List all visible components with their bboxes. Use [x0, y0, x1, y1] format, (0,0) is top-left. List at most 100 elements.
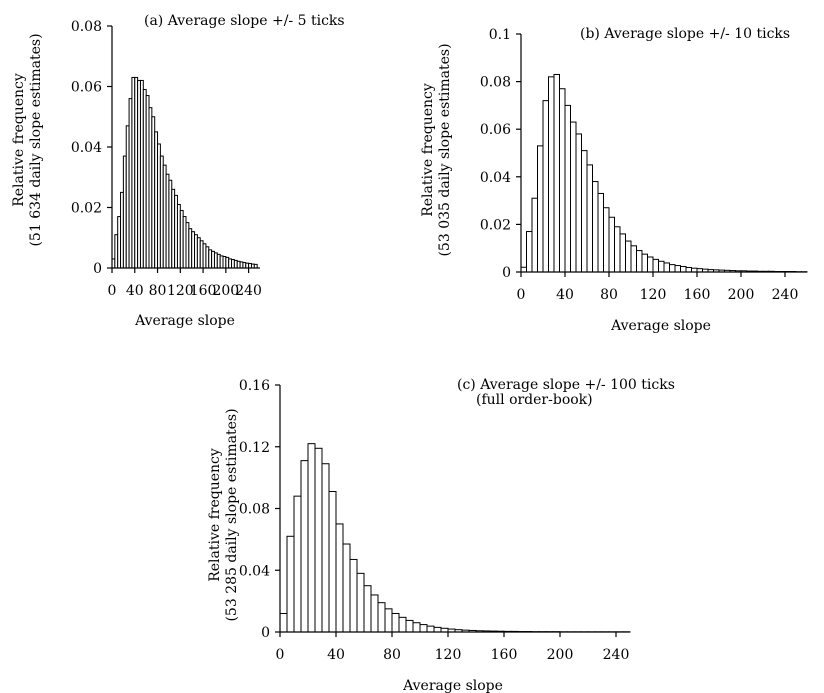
- y-tick-label: 0.04: [480, 170, 511, 186]
- ylabel-b-line1: Relative frequency: [420, 83, 436, 217]
- histogram-bar: [641, 253, 648, 273]
- histogram-bar: [685, 266, 692, 273]
- histogram-bar: [603, 207, 610, 273]
- histogram-bar: [363, 585, 372, 633]
- ylabel-b-line2: (53 035 daily slope estimates): [437, 43, 453, 256]
- histogram-bar: [391, 612, 400, 633]
- axes-b: 0 0.02 0.04 0.06 0.08 0.1 0 40 80 120 160 200 240: [480, 27, 807, 303]
- y-tick-label: 0.06: [480, 122, 511, 138]
- title-c-line1: (c) Average slope +/- 100 ticks: [457, 377, 675, 393]
- histogram-bar: [433, 626, 442, 633]
- bars-a: [111, 76, 258, 269]
- histogram-bar: [559, 88, 566, 273]
- bars-b: [520, 73, 808, 273]
- y-tick-label: 0: [93, 261, 102, 277]
- y-tick-label: 0.08: [480, 75, 511, 91]
- x-tick-label: 200: [728, 287, 755, 303]
- x-tick-label: 240: [772, 287, 799, 303]
- histogram-bar: [614, 226, 621, 273]
- y-tick-label: 0.08: [239, 502, 270, 518]
- y-tick-label: 0.02: [480, 217, 511, 233]
- x-tick-label: 120: [435, 647, 462, 663]
- histogram-bar: [581, 150, 588, 273]
- x-tick-label: 240: [235, 283, 262, 299]
- ylabel-c-line2: (53 285 daily slope estimates): [224, 408, 240, 621]
- axes-c: 0 0.04 0.08 0.12 0.16 0 40 80 120 160 200 240: [239, 378, 630, 663]
- y-tick-label: 0: [261, 625, 270, 641]
- x-tick-label: 40: [126, 283, 144, 299]
- x-tick-label: 120: [167, 283, 194, 299]
- histogram-bar: [419, 624, 428, 633]
- histogram-bar: [307, 443, 316, 633]
- histogram-bar: [384, 608, 393, 633]
- x-tick-label: 240: [603, 647, 630, 663]
- x-tick-label: 40: [327, 647, 345, 663]
- title-b: (b) Average slope +/- 10 ticks: [580, 26, 790, 42]
- xlabel-c: Average slope: [402, 678, 503, 693]
- x-tick-label: 200: [547, 647, 574, 663]
- histogram-bar: [356, 572, 365, 633]
- x-tick-label: 40: [556, 287, 574, 303]
- histogram-bar: [405, 619, 414, 633]
- histogram-bar: [335, 523, 344, 633]
- histogram-bar: [564, 104, 571, 273]
- xlabel-a: Average slope: [134, 313, 235, 329]
- y-tick-label: 0.02: [71, 201, 102, 217]
- y-tick-label: 0.16: [239, 378, 270, 394]
- x-tick-label: 0: [108, 283, 117, 299]
- histogram-bar: [592, 181, 599, 273]
- histogram-bar: [279, 612, 288, 633]
- panel-b: 0 0.02 0.04 0.06 0.08 0.1 0 40 80 120 160 200 240 (b…: [420, 26, 808, 334]
- histogram-bar: [520, 266, 527, 273]
- histogram-bar: [398, 616, 407, 633]
- histogram-bar: [321, 463, 330, 633]
- x-tick-label: 160: [684, 287, 711, 303]
- histogram-bar: [548, 76, 555, 273]
- title-a: (a) Average slope +/- 5 ticks: [144, 13, 345, 29]
- histogram-bar: [619, 233, 626, 273]
- x-tick-label: 0: [517, 287, 526, 303]
- histogram-bar: [630, 245, 637, 273]
- histogram-bar: [542, 100, 549, 273]
- y-tick-label: 0.04: [71, 140, 102, 156]
- histogram-bar: [286, 535, 295, 633]
- y-tick-label: 0.08: [71, 19, 102, 35]
- histogram-bar: [526, 231, 533, 273]
- histogram-bar: [314, 447, 323, 633]
- histogram-bar: [531, 197, 538, 273]
- histogram-bar: [680, 266, 687, 273]
- x-tick-label: 160: [190, 283, 217, 299]
- x-tick-label: 80: [383, 647, 401, 663]
- histogram-bar: [608, 216, 615, 273]
- title-c-line2: (full order-book): [476, 392, 593, 408]
- ylabel-a-line2: (51 634 daily slope estimates): [28, 33, 44, 246]
- x-tick-label: 80: [600, 287, 618, 303]
- histogram-bar: [652, 258, 659, 273]
- histogram-bar: [625, 240, 632, 273]
- histogram-bar: [597, 192, 604, 273]
- histogram-bar: [663, 262, 670, 273]
- histogram-bar: [342, 543, 351, 633]
- histogram-bar: [647, 256, 654, 273]
- histogram-bar: [636, 250, 643, 273]
- y-tick-label: 0.06: [71, 80, 102, 96]
- xlabel-b: Average slope: [610, 318, 711, 334]
- bars-c: [279, 443, 631, 633]
- x-tick-label: 80: [149, 283, 167, 299]
- histogram-bar: [426, 625, 435, 633]
- histogram-bar: [570, 121, 577, 273]
- histogram-bar: [300, 460, 309, 633]
- histogram-bar: [412, 622, 421, 633]
- x-tick-label: 160: [491, 647, 518, 663]
- histogram-bar: [293, 495, 302, 633]
- x-tick-label: 0: [276, 647, 285, 663]
- histogram-bar: [575, 133, 582, 273]
- histogram-bar: [586, 164, 593, 273]
- histogram-bar: [377, 602, 386, 633]
- ylabel-c-line1: Relative frequency: [207, 448, 223, 582]
- y-tick-label: 0: [502, 265, 511, 281]
- histogram-bar: [328, 491, 337, 633]
